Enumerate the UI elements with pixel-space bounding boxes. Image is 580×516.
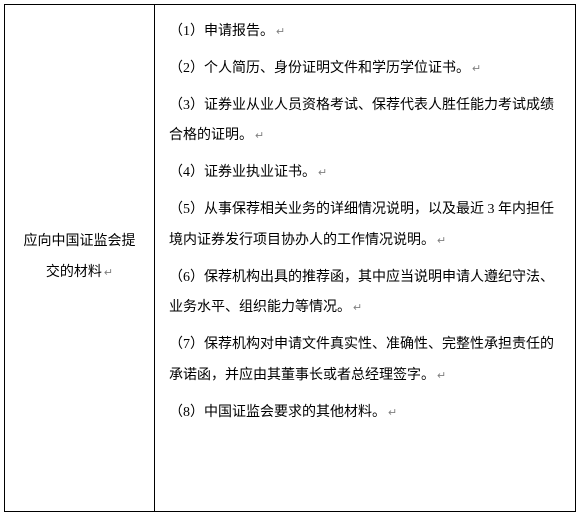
return-mark-icon: ↵: [388, 407, 397, 419]
document-table: 应向中国证监会提 交的材料↵ （1）申请报告。↵ （2）个人简历、身份证明文件和…: [4, 4, 576, 512]
list-item: （7）保荐机构对申请文件真实性、准确性、完整性承担责任的承诺函，并应由其董事长或…: [169, 330, 561, 392]
return-mark-icon: ↵: [472, 63, 481, 75]
left-cell-line1: 应向中国证监会提: [13, 227, 146, 258]
left-header-cell: 应向中国证监会提 交的材料↵: [5, 5, 155, 512]
list-item: （5）从事保荐相关业务的详细情况说明，以及最近 3 年内担任境内证券发行项目协办…: [169, 195, 561, 257]
list-item: （1）申请报告。↵: [169, 17, 561, 48]
left-cell-line2: 交的材料↵: [13, 258, 146, 289]
return-mark-icon: ↵: [255, 130, 264, 142]
return-mark-icon: ↵: [437, 235, 446, 247]
return-mark-icon: ↵: [353, 302, 362, 314]
list-item: （4）证券业执业证书。↵: [169, 158, 561, 189]
list-item: （6）保荐机构出具的推荐函，其中应当说明申请人遵纪守法、业务水平、组织能力等情况…: [169, 263, 561, 325]
list-item: （3）证券业从业人员资格考试、保荐代表人胜任能力考试成绩合格的证明。↵: [169, 91, 561, 153]
return-mark-icon: ↵: [104, 267, 113, 279]
right-content-cell: （1）申请报告。↵ （2）个人简历、身份证明文件和学历学位证书。↵ （3）证券业…: [155, 5, 576, 512]
return-mark-icon: ↵: [437, 370, 446, 382]
list-item: （2）个人简历、身份证明文件和学历学位证书。↵: [169, 54, 561, 85]
list-item: （8）中国证监会要求的其他材料。↵: [169, 398, 561, 429]
return-mark-icon: ↵: [318, 167, 327, 179]
table-row: 应向中国证监会提 交的材料↵ （1）申请报告。↵ （2）个人简历、身份证明文件和…: [5, 5, 576, 512]
return-mark-icon: ↵: [276, 26, 285, 38]
